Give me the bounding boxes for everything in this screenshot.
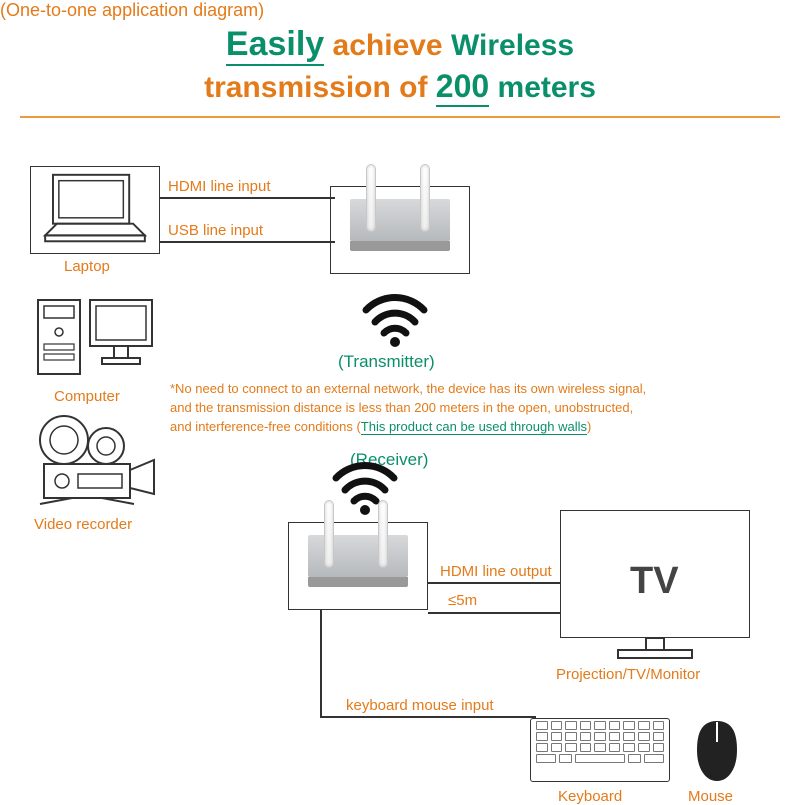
computer-label: Computer bbox=[54, 388, 120, 405]
hdmi-output-line-2 bbox=[428, 612, 560, 614]
distance-label: ≤5m bbox=[448, 592, 477, 609]
keyboard-label: Keyboard bbox=[558, 788, 622, 805]
transmitter-label: (Transmitter) bbox=[338, 352, 435, 372]
note-text: *No need to connect to an external netwo… bbox=[170, 380, 646, 437]
page-title: Easily achieve Wireless transmission of … bbox=[0, 22, 800, 108]
hdmi-output-line bbox=[428, 582, 560, 584]
transmitter-device-icon bbox=[330, 164, 470, 274]
hdmi-input-line bbox=[160, 197, 335, 199]
laptop-icon bbox=[30, 166, 160, 254]
keyboard-icon bbox=[530, 718, 670, 782]
usb-input-line bbox=[160, 241, 335, 243]
mouse-label: Mouse bbox=[688, 788, 733, 805]
kb-line-v bbox=[320, 610, 322, 718]
mouse-icon bbox=[694, 720, 740, 782]
hdmi-input-label: HDMI line input bbox=[168, 178, 271, 195]
tv-text: TV bbox=[630, 560, 679, 603]
projection-label: Projection/TV/Monitor bbox=[556, 666, 700, 683]
subtitle: (One-to-one application diagram) bbox=[0, 0, 264, 21]
video-recorder-icon bbox=[30, 410, 160, 512]
kb-line-h bbox=[320, 716, 536, 718]
wifi-signal-icon bbox=[360, 292, 430, 347]
receiver-device-icon bbox=[288, 500, 428, 610]
usb-input-label: USB line input bbox=[168, 222, 263, 239]
recorder-label: Video recorder bbox=[34, 516, 132, 533]
laptop-label: Laptop bbox=[64, 258, 110, 275]
divider bbox=[20, 116, 780, 118]
computer-icon bbox=[30, 286, 160, 384]
diagram-canvas: Easily achieve Wireless transmission of … bbox=[0, 0, 800, 800]
hdmi-output-label: HDMI line output bbox=[440, 563, 552, 580]
kb-mouse-input-label: keyboard mouse input bbox=[346, 697, 494, 714]
